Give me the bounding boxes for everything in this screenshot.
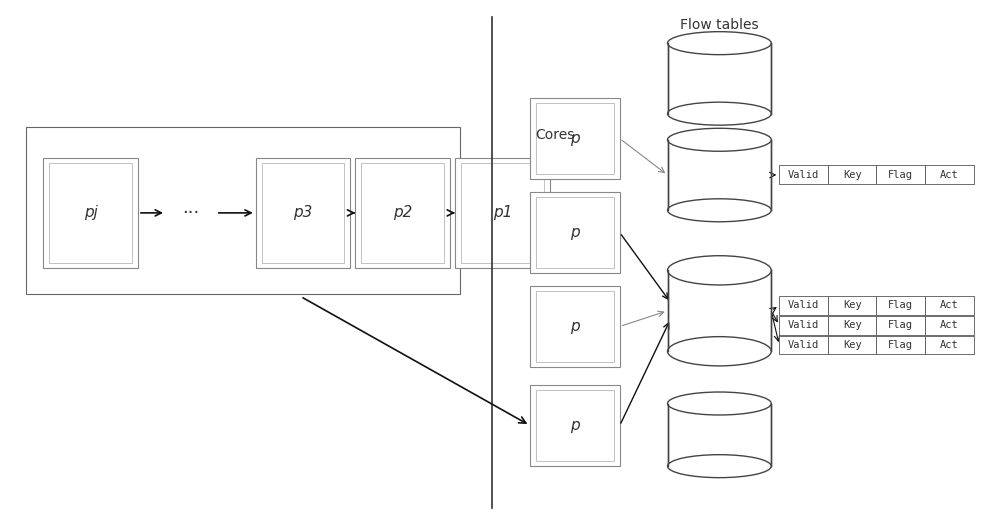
FancyBboxPatch shape bbox=[779, 316, 828, 334]
FancyBboxPatch shape bbox=[26, 127, 460, 294]
Text: Flag: Flag bbox=[888, 300, 913, 310]
Text: p3: p3 bbox=[293, 205, 313, 220]
FancyBboxPatch shape bbox=[256, 158, 350, 268]
Text: Cores: Cores bbox=[535, 128, 574, 142]
Text: Key: Key bbox=[843, 340, 862, 350]
Polygon shape bbox=[668, 270, 771, 351]
Ellipse shape bbox=[668, 256, 771, 285]
FancyBboxPatch shape bbox=[876, 335, 925, 354]
Text: Act: Act bbox=[940, 340, 959, 350]
Text: Act: Act bbox=[940, 320, 959, 330]
Text: Flow tables: Flow tables bbox=[680, 18, 759, 32]
Text: ···: ··· bbox=[182, 204, 199, 222]
Ellipse shape bbox=[668, 392, 771, 415]
FancyBboxPatch shape bbox=[455, 158, 550, 268]
FancyBboxPatch shape bbox=[361, 163, 444, 262]
FancyBboxPatch shape bbox=[536, 291, 614, 362]
Text: p: p bbox=[570, 131, 580, 146]
FancyBboxPatch shape bbox=[530, 286, 620, 367]
Ellipse shape bbox=[668, 128, 771, 151]
Ellipse shape bbox=[668, 455, 771, 478]
FancyBboxPatch shape bbox=[530, 98, 620, 179]
Ellipse shape bbox=[668, 337, 771, 366]
Text: p: p bbox=[570, 319, 580, 334]
Ellipse shape bbox=[668, 199, 771, 222]
FancyBboxPatch shape bbox=[828, 316, 876, 334]
Polygon shape bbox=[668, 43, 771, 114]
Text: Flag: Flag bbox=[888, 340, 913, 350]
FancyBboxPatch shape bbox=[536, 103, 614, 174]
Text: Valid: Valid bbox=[788, 340, 819, 350]
Text: Valid: Valid bbox=[788, 320, 819, 330]
Text: p: p bbox=[570, 225, 580, 240]
Ellipse shape bbox=[668, 32, 771, 55]
FancyBboxPatch shape bbox=[355, 158, 450, 268]
FancyBboxPatch shape bbox=[925, 165, 974, 184]
FancyBboxPatch shape bbox=[779, 296, 828, 314]
Ellipse shape bbox=[668, 102, 771, 125]
FancyBboxPatch shape bbox=[876, 296, 925, 314]
Text: Valid: Valid bbox=[788, 300, 819, 310]
FancyBboxPatch shape bbox=[530, 192, 620, 273]
FancyBboxPatch shape bbox=[876, 165, 925, 184]
Text: Act: Act bbox=[940, 300, 959, 310]
FancyBboxPatch shape bbox=[828, 296, 876, 314]
Text: Key: Key bbox=[843, 320, 862, 330]
FancyBboxPatch shape bbox=[925, 335, 974, 354]
FancyBboxPatch shape bbox=[536, 197, 614, 268]
FancyBboxPatch shape bbox=[43, 158, 138, 268]
FancyBboxPatch shape bbox=[779, 165, 828, 184]
Text: Flag: Flag bbox=[888, 320, 913, 330]
Polygon shape bbox=[668, 404, 771, 466]
Text: Flag: Flag bbox=[888, 170, 913, 180]
FancyBboxPatch shape bbox=[461, 163, 544, 262]
FancyBboxPatch shape bbox=[49, 163, 132, 262]
FancyBboxPatch shape bbox=[262, 163, 344, 262]
FancyBboxPatch shape bbox=[828, 165, 876, 184]
Text: pj: pj bbox=[84, 205, 98, 220]
Text: p1: p1 bbox=[493, 205, 512, 220]
FancyBboxPatch shape bbox=[925, 316, 974, 334]
FancyBboxPatch shape bbox=[876, 316, 925, 334]
Polygon shape bbox=[668, 140, 771, 211]
Text: Act: Act bbox=[940, 170, 959, 180]
FancyBboxPatch shape bbox=[828, 335, 876, 354]
Text: p2: p2 bbox=[393, 205, 412, 220]
FancyBboxPatch shape bbox=[779, 335, 828, 354]
FancyBboxPatch shape bbox=[925, 296, 974, 314]
Text: p: p bbox=[570, 418, 580, 433]
FancyBboxPatch shape bbox=[530, 385, 620, 466]
Text: Valid: Valid bbox=[788, 170, 819, 180]
FancyBboxPatch shape bbox=[536, 391, 614, 461]
Text: Key: Key bbox=[843, 170, 862, 180]
Text: Key: Key bbox=[843, 300, 862, 310]
